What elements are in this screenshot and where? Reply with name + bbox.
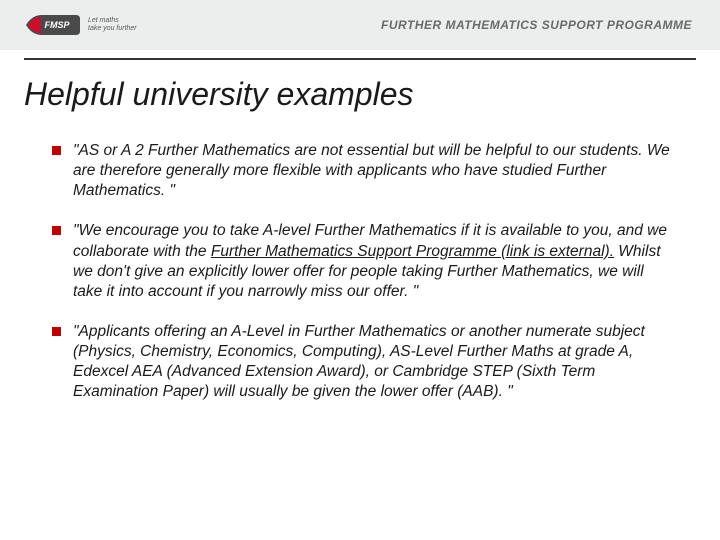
bullet-text: "We encourage you to take A-level Furthe… (73, 221, 676, 302)
bullet-text: "AS or A 2 Further Mathematics are not e… (73, 141, 676, 201)
bullet-icon (52, 327, 61, 336)
page-title: Helpful university examples (24, 76, 696, 113)
quote-text: "AS or A 2 Further Mathematics are not e… (73, 142, 670, 199)
programme-title: FURTHER MATHEMATICS SUPPORT PROGRAMME (381, 18, 692, 32)
horizontal-rule (24, 58, 696, 60)
logo: FMSP Let maths take you further (24, 12, 137, 38)
quote-text: "Applicants offering an A-Level in Furth… (73, 323, 645, 400)
bullet-text: "Applicants offering an A-Level in Furth… (73, 322, 676, 403)
bullet-icon (52, 226, 61, 235)
list-item: "Applicants offering an A-Level in Furth… (52, 322, 676, 403)
logo-tagline: Let maths take you further (88, 17, 137, 32)
header-band: FMSP Let maths take you further FURTHER … (0, 0, 720, 50)
svg-text:FMSP: FMSP (44, 20, 70, 30)
bullet-icon (52, 146, 61, 155)
list-item: "We encourage you to take A-level Furthe… (52, 221, 676, 302)
tagline-line1: Let maths (88, 17, 137, 25)
tagline-line2: take you further (88, 25, 137, 33)
external-link[interactable]: Further Mathematics Support Programme (l… (211, 243, 614, 260)
fmsp-logo-icon: FMSP (24, 12, 82, 38)
list-item: "AS or A 2 Further Mathematics are not e… (52, 141, 676, 201)
bullet-list: "AS or A 2 Further Mathematics are not e… (52, 141, 676, 403)
